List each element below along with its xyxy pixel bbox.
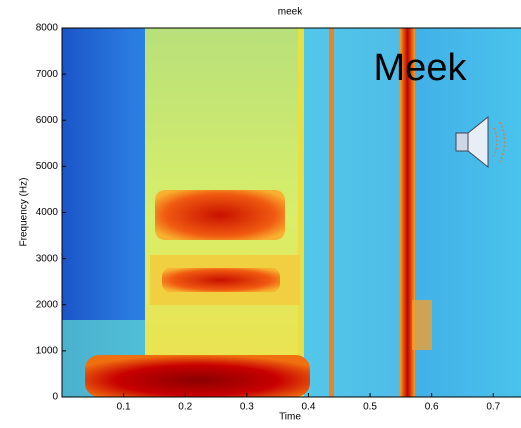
spectrogram-region (329, 28, 334, 397)
y-tick-label: 7000 (36, 69, 59, 80)
spectrogram-image (62, 28, 521, 397)
x-tick-label: 0.1 (117, 402, 131, 413)
x-tick-label: 0.5 (363, 402, 377, 413)
spectrogram-region (412, 300, 432, 350)
y-tick-label: 4000 (36, 207, 59, 218)
annotation: Meek (374, 47, 468, 89)
speaker-cone (467, 115, 489, 169)
y-tick-label: 6000 (36, 115, 59, 126)
y-tick-label: 3000 (36, 253, 59, 264)
spectrogram-region (162, 268, 280, 292)
x-tick-label: 0.3 (240, 402, 254, 413)
y-tick-label: 0 (52, 392, 58, 403)
x-axis-label: Time (279, 412, 301, 423)
spectrogram-region (155, 190, 285, 240)
spectrogram-region (300, 28, 405, 397)
y-tick-label: 5000 (36, 161, 59, 172)
speaker-icon[interactable] (455, 115, 506, 169)
spectrogram-region (400, 28, 415, 397)
x-tick-label: 0.4 (301, 402, 315, 413)
speaker-waves (493, 121, 506, 163)
x-tick-label: 0.6 (425, 402, 439, 413)
spectrogram-region (85, 355, 310, 397)
x-tick-label: 0.2 (178, 402, 192, 413)
spectrogram-region (415, 28, 521, 397)
speaker-body (455, 132, 469, 152)
y-tick-label: 2000 (36, 299, 59, 310)
y-tick-label: 1000 (36, 346, 59, 357)
y-axis-label: Frequency (Hz) (19, 178, 30, 247)
chart-title: meek (278, 7, 303, 18)
y-tick-label: 8000 (36, 23, 59, 34)
spectrogram-region (298, 28, 304, 397)
x-tick-label: 0.7 (486, 402, 500, 413)
